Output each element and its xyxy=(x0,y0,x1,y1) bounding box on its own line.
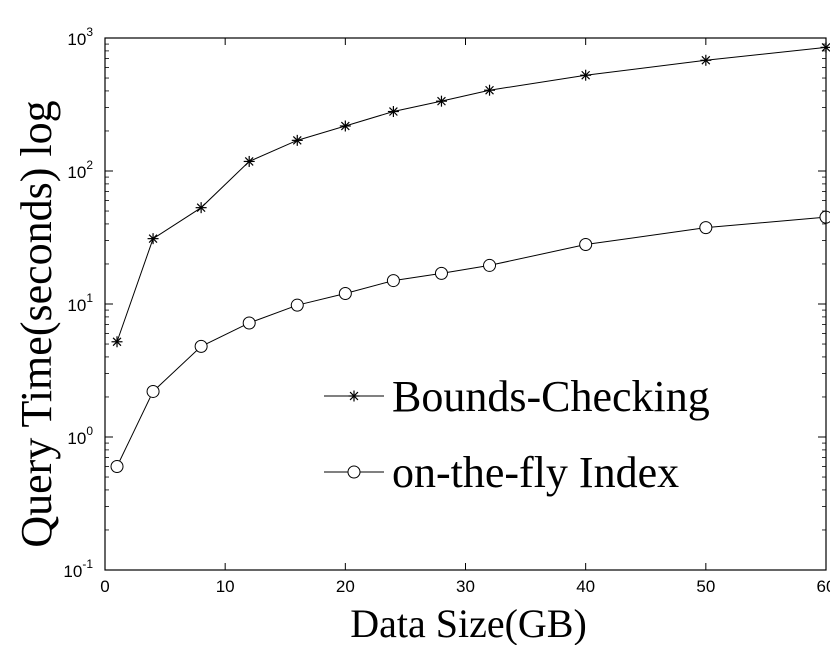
series-line-1 xyxy=(116,46,827,342)
data-point-series-1 xyxy=(195,202,207,214)
data-point-series-2 xyxy=(146,384,160,398)
data-point-series-1 xyxy=(435,95,447,107)
x-tick-label: 40 xyxy=(576,577,595,596)
data-point-series-1 xyxy=(111,336,123,348)
legend-marker xyxy=(347,465,361,479)
y-tick-exponent: 0 xyxy=(86,424,93,438)
y-tick-exponent: 3 xyxy=(86,25,93,39)
data-point-series-2 xyxy=(699,221,713,235)
data-point-series-1 xyxy=(484,84,496,96)
x-tick-label: 60 xyxy=(817,577,830,596)
y-tick-base: 10 xyxy=(63,562,82,581)
series-layer xyxy=(110,41,830,474)
y-tick-exponent: 1 xyxy=(86,291,93,305)
data-point-series-1 xyxy=(243,155,255,167)
y-tick-label: 10-1 xyxy=(63,557,93,581)
legend-label: Bounds-Checking xyxy=(392,372,710,421)
data-point-series-1 xyxy=(147,233,159,245)
data-point-series-2 xyxy=(386,274,400,288)
x-tick-label: 30 xyxy=(456,577,475,596)
y-tick-base: 10 xyxy=(67,163,86,182)
y-tick-base: 10 xyxy=(67,30,86,49)
x-axis-title: Data Size(GB) xyxy=(350,601,587,645)
y-tick-base: 10 xyxy=(67,429,86,448)
x-tick-label: 50 xyxy=(696,577,715,596)
data-point-series-1 xyxy=(291,134,303,146)
plot-frame xyxy=(104,37,827,571)
x-tick-label: 10 xyxy=(216,577,235,596)
data-point-series-2 xyxy=(110,460,124,474)
data-point-series-1 xyxy=(700,54,712,66)
data-point-series-2 xyxy=(434,266,448,280)
legend-item: on-the-fly Index xyxy=(324,448,679,497)
y-tick-label: 101 xyxy=(67,291,93,315)
data-point-series-2 xyxy=(194,339,208,353)
data-point-series-2 xyxy=(819,210,830,224)
y-tick-exponent: 2 xyxy=(86,158,93,172)
legend-marker xyxy=(348,390,360,402)
y-tick-label: 100 xyxy=(67,424,93,448)
y-axis-title: Query Time(seconds) log xyxy=(12,100,61,547)
data-point-series-1 xyxy=(387,106,399,118)
legend: Bounds-Checking on-the-fly Index xyxy=(324,372,710,497)
series-line-2 xyxy=(116,216,827,467)
y-tick-base: 10 xyxy=(67,296,86,315)
data-point-series-1 xyxy=(339,120,351,132)
x-tick-label: 20 xyxy=(336,577,355,596)
data-point-series-2 xyxy=(579,238,593,252)
legend-item: Bounds-Checking xyxy=(324,372,710,421)
data-point-series-2 xyxy=(242,316,256,330)
data-point-series-2 xyxy=(483,258,497,272)
legend-label: on-the-fly Index xyxy=(392,448,679,497)
y-tick-label: 103 xyxy=(67,25,93,49)
y-tick-label: 102 xyxy=(67,158,93,182)
x-tick-label: 0 xyxy=(100,577,109,596)
data-point-series-2 xyxy=(338,286,352,300)
y-tick-exponent: -1 xyxy=(82,557,93,571)
data-point-series-2 xyxy=(290,298,304,312)
data-point-series-1 xyxy=(580,69,592,81)
